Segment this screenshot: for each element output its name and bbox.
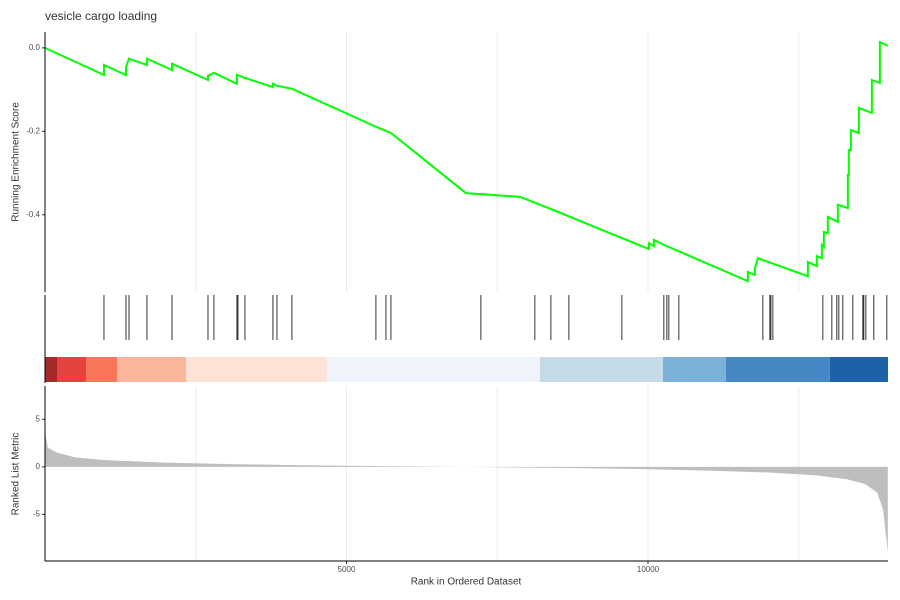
- rank-band: [45, 357, 57, 382]
- y-tick-label: 0: [36, 462, 41, 471]
- x-tick-label: 5000: [338, 565, 356, 574]
- rank-band: [86, 357, 117, 382]
- y-axis-label: Ranked List Metric: [11, 433, 22, 516]
- y-tick-label: 0.0: [29, 43, 41, 52]
- rank-band: [539, 357, 663, 382]
- y-tick-label: -0.4: [26, 210, 40, 219]
- y-tick-label: 5: [36, 414, 41, 423]
- rank-band: [185, 357, 327, 382]
- rank-band: [116, 357, 186, 382]
- rank-band: [725, 357, 830, 382]
- rank-band: [829, 357, 888, 382]
- y-tick-label: -0.2: [26, 126, 40, 135]
- chart-title: vesicle cargo loading: [45, 9, 157, 23]
- y-axis-label: Running Enrichment Score: [11, 102, 22, 222]
- rank-band: [662, 357, 726, 382]
- x-axis-label: Rank in Ordered Dataset: [411, 577, 522, 588]
- rank-band: [56, 357, 87, 382]
- y-tick-label: -5: [33, 510, 41, 519]
- metric-area: [45, 432, 888, 553]
- rank-band: [326, 357, 540, 382]
- enrichment-line: [44, 40, 889, 283]
- x-tick-label: 10000: [637, 565, 660, 574]
